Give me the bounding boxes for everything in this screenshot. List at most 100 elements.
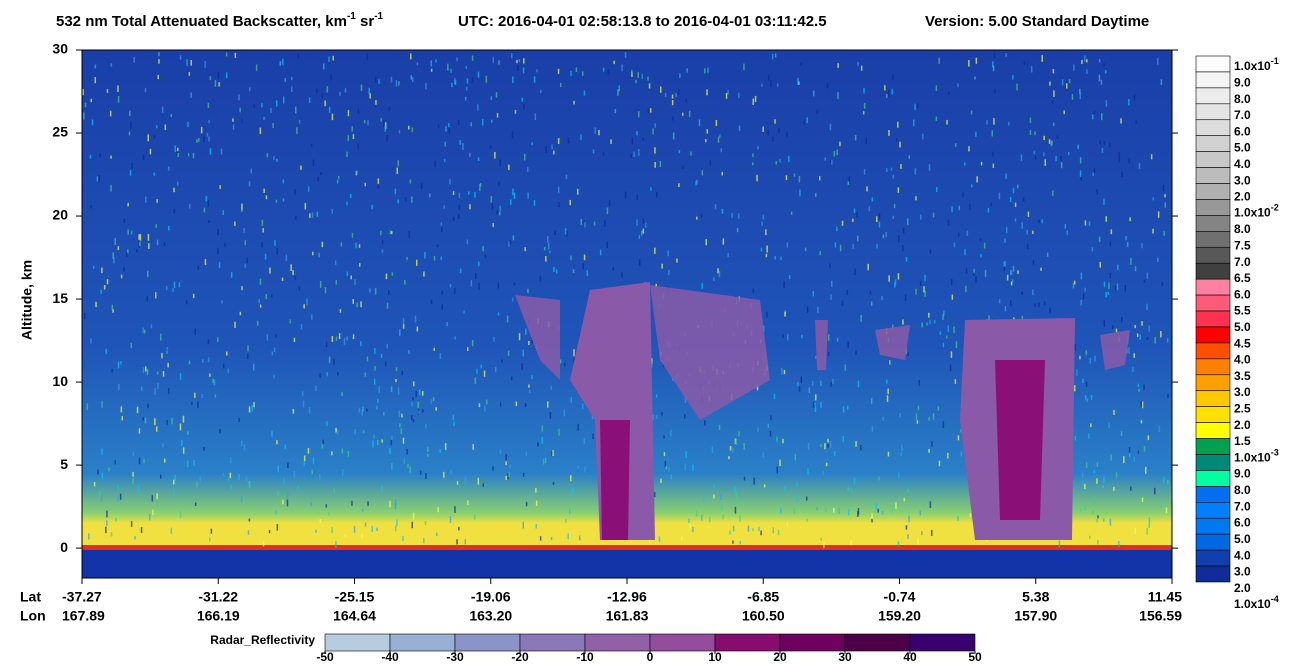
speckle-dot (1146, 272, 1149, 279)
speckle-dot (317, 177, 319, 182)
colorbar-bin (1195, 71, 1231, 89)
speckle-dot (1165, 507, 1168, 514)
speckle-dot (1096, 189, 1098, 195)
speckle-dot (763, 484, 766, 488)
speckle-dot (90, 98, 92, 103)
speckle-dot (570, 70, 572, 76)
speckle-dot (928, 164, 931, 171)
speckle-dot (736, 228, 739, 233)
speckle-dot (743, 443, 745, 450)
speckle-dot (189, 203, 191, 209)
speckle-dot (566, 231, 568, 237)
speckle-dot (448, 123, 450, 128)
radar-colorbar-bin (844, 633, 911, 652)
speckle-dot (205, 195, 208, 202)
speckle-dot (371, 204, 373, 210)
speckle-dot (261, 102, 263, 108)
speckle-dot (512, 188, 514, 196)
speckle-dot (132, 478, 134, 484)
speckle-dot (131, 162, 133, 169)
speckle-dot (357, 108, 360, 114)
speckle-dot (485, 75, 488, 83)
speckle-dot (306, 298, 308, 306)
speckle-dot (682, 165, 684, 169)
speckle-dot (263, 116, 265, 120)
speckle-dot (517, 65, 519, 71)
speckle-dot (409, 466, 412, 473)
speckle-dot (96, 176, 99, 182)
speckle-dot (203, 207, 206, 213)
speckle-dot (950, 278, 953, 285)
lon-tick-label: 166.19 (197, 608, 240, 624)
speckle-dot (668, 467, 670, 472)
speckle-dot (295, 216, 297, 220)
speckle-dot (118, 383, 120, 391)
speckle-dot (971, 184, 973, 188)
speckle-dot (144, 329, 146, 334)
speckle-dot (675, 92, 677, 98)
speckle-dot (825, 462, 828, 467)
speckle-dot (120, 406, 123, 413)
speckle-dot (208, 220, 210, 224)
lat-tick-label: -19.06 (471, 589, 511, 605)
speckle-dot (648, 537, 651, 544)
speckle-dot (1008, 121, 1010, 126)
speckle-dot (239, 107, 241, 113)
speckle-dot (1066, 83, 1068, 89)
speckle-dot (429, 193, 431, 198)
speckle-dot (158, 52, 160, 57)
speckle-dot (375, 76, 377, 83)
colorbar-label: 1.5 (1234, 434, 1251, 448)
speckle-dot (1103, 320, 1105, 327)
speckle-dot (704, 420, 706, 426)
speckle-dot (179, 55, 182, 60)
speckle-dot (692, 526, 694, 533)
speckle-dot (886, 379, 888, 384)
speckle-dot (771, 53, 774, 60)
speckle-dot (784, 485, 786, 491)
lon-tick-label: 160.50 (742, 608, 785, 624)
speckle-dot (133, 57, 135, 63)
speckle-dot (190, 92, 192, 98)
speckle-dot (177, 153, 179, 158)
speckle-dot (788, 155, 790, 163)
speckle-dot (222, 472, 225, 477)
subsurface (82, 550, 1172, 578)
speckle-dot (375, 100, 377, 105)
speckle-dot (992, 163, 995, 168)
speckle-dot (524, 247, 526, 252)
speckle-dot (328, 512, 330, 516)
speckle-dot (955, 341, 958, 349)
speckle-dot (331, 113, 334, 121)
speckle-dot (389, 230, 392, 235)
radar-tick-label: 10 (708, 650, 722, 664)
cloud (815, 320, 828, 370)
speckle-dot (551, 451, 553, 457)
speckle-dot (1150, 154, 1153, 160)
speckle-dot (287, 491, 289, 499)
colorbar-label: 3.0 (1234, 385, 1251, 399)
speckle-dot (863, 102, 866, 109)
speckle-dot (1027, 211, 1030, 217)
speckle-dot (1102, 485, 1104, 489)
speckle-dot (739, 515, 741, 522)
speckle-dot (770, 415, 772, 421)
speckle-dot (776, 83, 779, 87)
colorbar-bin (1195, 342, 1231, 360)
speckle-dot (654, 147, 656, 154)
speckle-dot (1072, 282, 1075, 289)
speckle-dot (797, 77, 799, 85)
speckle-dot (292, 409, 295, 414)
speckle-dot (881, 511, 884, 515)
speckle-dot (336, 429, 339, 435)
colorbar-label: 9.0 (1234, 75, 1251, 89)
speckle-dot (650, 361, 653, 368)
speckle-dot (301, 391, 304, 396)
speckle-dot (463, 310, 465, 314)
speckle-dot (1016, 83, 1018, 91)
speckle-dot (829, 159, 832, 164)
speckle-dot (330, 74, 332, 81)
speckle-dot (219, 429, 221, 434)
speckle-dot (322, 439, 324, 445)
speckle-dot (1068, 79, 1071, 84)
